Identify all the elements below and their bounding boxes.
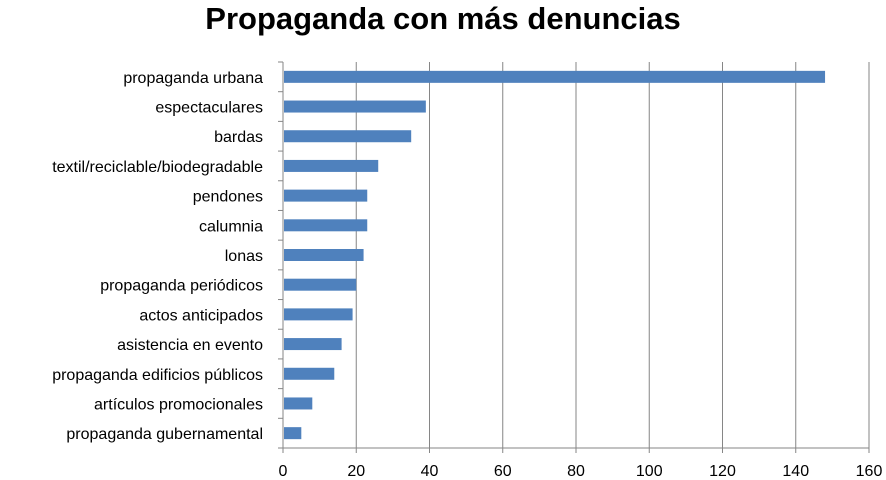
- category-label: pendones: [193, 189, 263, 206]
- bar: [284, 159, 379, 172]
- x-tick-label: 120: [709, 463, 736, 480]
- bar: [284, 367, 335, 380]
- bar: [284, 308, 353, 321]
- x-tick-label: 0: [279, 463, 288, 480]
- x-tick-label: 20: [347, 463, 365, 480]
- bar: [284, 219, 368, 232]
- category-label: lonas: [225, 248, 263, 265]
- x-tick-label: 60: [494, 463, 512, 480]
- bar: [284, 70, 826, 83]
- category-label: actos anticipados: [139, 307, 263, 324]
- bar: [284, 249, 364, 261]
- bar: [284, 427, 302, 440]
- x-tick-label: 160: [856, 463, 883, 480]
- category-label: propaganda gubernamental: [66, 426, 263, 443]
- x-tick-label: 100: [636, 463, 663, 480]
- category-label: artículos promocionales: [94, 396, 263, 413]
- bar: [284, 278, 357, 291]
- category-label: calumnia: [199, 218, 263, 235]
- category-label: bardas: [214, 129, 263, 146]
- bar: [284, 130, 412, 143]
- category-label: asistencia en evento: [117, 337, 263, 354]
- category-label: propaganda urbana: [123, 70, 263, 87]
- bar: [284, 100, 426, 113]
- bar: [284, 397, 313, 410]
- category-label: propaganda edificios públicos: [52, 367, 263, 384]
- x-tick-label: 140: [782, 463, 809, 480]
- chart-title: Propaganda con más denuncias: [205, 1, 681, 36]
- category-label: textil/reciclable/biodegradable: [52, 159, 263, 176]
- x-tick-label: 40: [421, 463, 439, 480]
- category-label: espectaculares: [155, 100, 263, 117]
- bar: [284, 338, 342, 351]
- bar: [284, 189, 368, 202]
- x-tick-label: 80: [567, 463, 585, 480]
- category-label: propaganda periódicos: [100, 278, 263, 295]
